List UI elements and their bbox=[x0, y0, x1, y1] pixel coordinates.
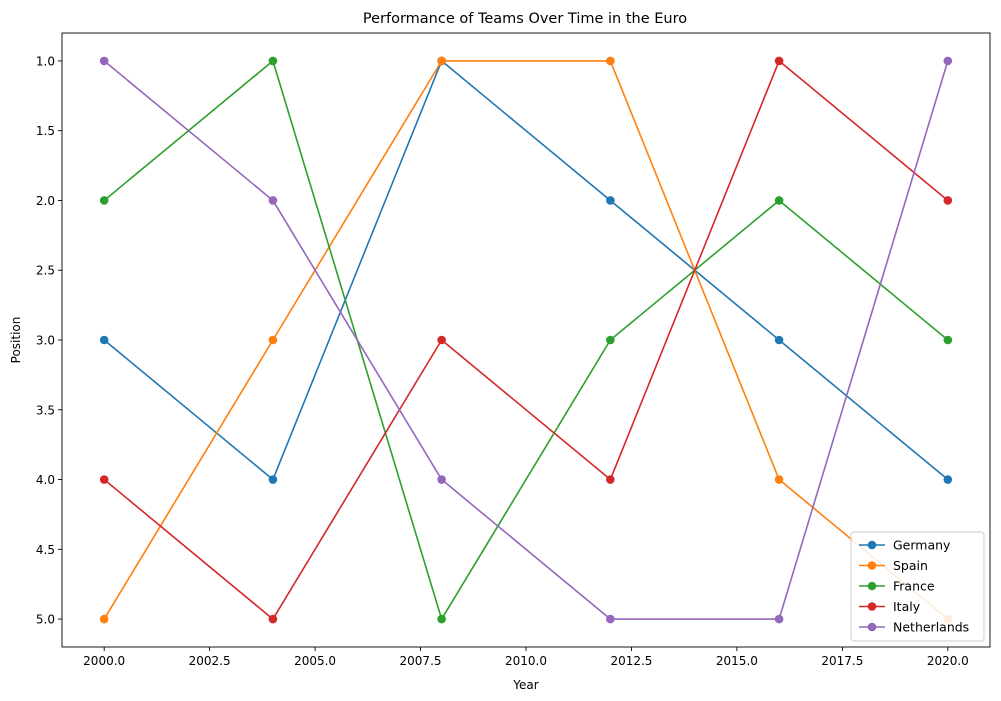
x-tick-label: 2000.0 bbox=[83, 654, 125, 668]
series-line-germany bbox=[103, 60, 949, 481]
series-line-italy bbox=[103, 60, 949, 620]
data-point-spain bbox=[437, 56, 446, 66]
data-point-france bbox=[99, 196, 109, 205]
y-tick-label: 2.5 bbox=[36, 264, 55, 278]
legend-item-france: France bbox=[859, 579, 935, 594]
x-tick-label: 2020.0 bbox=[927, 654, 969, 668]
legend-marker-spain bbox=[867, 561, 877, 570]
data-point-spain bbox=[268, 335, 278, 345]
y-tick-label: 1.0 bbox=[36, 54, 55, 68]
x-tick-label: 2002.5 bbox=[189, 654, 231, 668]
y-tick-label: 5.0 bbox=[36, 613, 55, 627]
series-layer bbox=[99, 56, 953, 624]
legend-marker-germany bbox=[867, 540, 877, 550]
legend-label-netherlands: Netherlands bbox=[893, 620, 969, 635]
chart-title: Performance of Teams Over Time in the Eu… bbox=[363, 11, 687, 27]
x-axis-title: Year bbox=[512, 678, 538, 692]
legend-item-netherlands: Netherlands bbox=[859, 620, 969, 635]
y-tick-label: 1.5 bbox=[36, 124, 55, 138]
legend-label-italy: Italy bbox=[893, 599, 921, 614]
series-line-spain bbox=[103, 60, 949, 620]
legend-item-italy: Italy bbox=[859, 599, 921, 614]
series-france bbox=[99, 56, 953, 624]
y-tick-label: 3.0 bbox=[36, 334, 55, 348]
legend-marker-france bbox=[867, 581, 877, 591]
series-line-france bbox=[103, 60, 949, 620]
data-point-netherlands bbox=[99, 56, 109, 66]
x-tick-label: 2005.0 bbox=[294, 654, 336, 668]
data-point-france bbox=[606, 335, 615, 345]
x-tick-label: 2010.0 bbox=[505, 654, 547, 668]
series-italy bbox=[99, 56, 953, 624]
data-point-france bbox=[437, 614, 446, 624]
data-point-spain bbox=[99, 614, 109, 624]
x-tick-label: 2015.0 bbox=[716, 654, 758, 668]
y-tick-label: 4.0 bbox=[36, 473, 55, 487]
legend: Germany Spain France Italy Netherlands bbox=[850, 531, 985, 642]
data-point-netherlands bbox=[437, 475, 446, 484]
y-axis: 1.0 1.5 2.0 2.5 3.0 3.5 4.0 4.5 5.0 bbox=[36, 54, 62, 627]
data-point-netherlands bbox=[268, 196, 278, 205]
plot-area bbox=[62, 33, 990, 647]
data-point-germany bbox=[943, 475, 953, 484]
x-tick-label: 2007.5 bbox=[400, 654, 442, 668]
data-point-italy bbox=[774, 56, 784, 66]
x-tick-label: 2017.5 bbox=[821, 654, 863, 668]
data-point-germany bbox=[606, 196, 615, 205]
legend-box bbox=[850, 531, 985, 642]
legend-item-spain: Spain bbox=[859, 558, 928, 573]
data-point-germany bbox=[774, 335, 784, 345]
data-point-spain bbox=[774, 475, 784, 484]
data-point-italy bbox=[943, 196, 953, 205]
data-point-germany bbox=[268, 475, 278, 484]
data-point-france bbox=[774, 196, 784, 205]
data-point-italy bbox=[606, 475, 615, 484]
y-tick-label: 4.5 bbox=[36, 543, 55, 557]
data-point-italy bbox=[268, 614, 278, 624]
legend-item-germany: Germany bbox=[859, 538, 951, 553]
data-point-germany bbox=[99, 335, 109, 345]
y-axis-title: Position bbox=[9, 317, 23, 364]
legend-label-france: France bbox=[893, 579, 935, 594]
x-tick-label: 2012.5 bbox=[610, 654, 652, 668]
series-netherlands bbox=[99, 56, 953, 624]
data-point-france bbox=[268, 56, 278, 66]
legend-label-germany: Germany bbox=[893, 538, 951, 553]
data-point-france bbox=[943, 335, 953, 345]
series-line-netherlands bbox=[103, 60, 949, 620]
y-tick-label: 3.5 bbox=[36, 403, 55, 417]
legend-marker-netherlands bbox=[867, 622, 877, 632]
legend-marker-italy bbox=[867, 602, 877, 611]
series-germany bbox=[99, 56, 953, 484]
y-tick-label: 2.0 bbox=[36, 194, 55, 208]
data-point-italy bbox=[99, 475, 109, 484]
data-point-netherlands bbox=[606, 614, 615, 624]
data-point-netherlands bbox=[774, 614, 784, 624]
data-point-italy bbox=[437, 335, 446, 345]
x-axis: 2000.0 2002.5 2005.0 2007.5 2010.0 2012.5 2015… bbox=[83, 647, 969, 668]
legend-label-spain: Spain bbox=[893, 558, 928, 573]
data-point-netherlands bbox=[943, 56, 953, 66]
data-point-spain bbox=[606, 56, 615, 66]
